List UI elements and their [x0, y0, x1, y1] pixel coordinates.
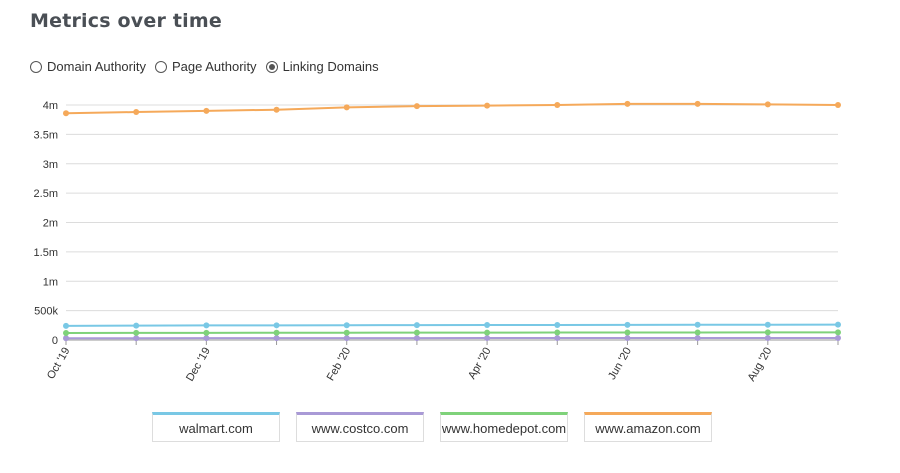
data-point[interactable]	[484, 329, 491, 336]
data-point[interactable]	[273, 106, 280, 113]
data-point[interactable]	[764, 329, 771, 336]
y-tick-label: 1m	[43, 276, 58, 288]
data-point[interactable]	[203, 329, 210, 336]
data-point[interactable]	[63, 335, 69, 342]
data-point[interactable]	[484, 335, 491, 342]
radio-label: Domain Authority	[47, 59, 146, 74]
data-point[interactable]	[764, 335, 771, 342]
data-point[interactable]	[624, 329, 631, 336]
data-point[interactable]	[343, 322, 350, 329]
series-line-3	[65, 102, 839, 115]
radio-button-icon[interactable]	[155, 60, 167, 73]
data-point[interactable]	[835, 329, 841, 336]
data-point[interactable]	[203, 335, 210, 342]
data-point[interactable]	[624, 335, 631, 342]
legend-item[interactable]: www.amazon.com	[584, 412, 712, 442]
data-point[interactable]	[835, 102, 841, 108]
data-point[interactable]	[413, 322, 420, 329]
data-point[interactable]	[554, 335, 561, 342]
data-point[interactable]	[554, 102, 561, 108]
radio-label: Linking Domains	[282, 59, 379, 74]
page-title: Metrics over time	[30, 10, 222, 32]
data-point[interactable]	[343, 329, 350, 336]
data-point[interactable]	[413, 329, 420, 336]
data-point[interactable]	[413, 335, 420, 342]
legend-item[interactable]: www.homedepot.com	[440, 412, 568, 442]
radio-domain-authority[interactable]: Domain Authority	[30, 59, 146, 74]
radio-button-checked-icon[interactable]	[265, 60, 278, 73]
data-point[interactable]	[694, 100, 701, 107]
y-tick-label: 2m	[43, 218, 58, 230]
x-tick-label: Dec '19	[184, 346, 213, 384]
y-tick-label: 1.5m	[34, 247, 58, 259]
legend-item[interactable]: walmart.com	[152, 412, 280, 442]
data-point[interactable]	[764, 101, 771, 108]
data-point[interactable]	[624, 100, 631, 107]
metric-selector: Domain Authority Page Authority Linking …	[30, 59, 388, 74]
data-point[interactable]	[413, 103, 420, 110]
x-tick-label: Feb '20	[325, 346, 354, 383]
data-point[interactable]	[273, 329, 280, 336]
data-point[interactable]	[624, 321, 631, 328]
data-point[interactable]	[203, 322, 210, 329]
data-point[interactable]	[133, 335, 140, 342]
legend-item[interactable]: www.costco.com	[296, 412, 424, 442]
legend-label: www.costco.com	[311, 420, 409, 436]
legend-label: walmart.com	[179, 420, 253, 436]
data-point[interactable]	[203, 107, 210, 114]
radio-label: Page Authority	[172, 59, 257, 74]
data-point[interactable]	[764, 321, 771, 328]
legend-label: www.amazon.com	[595, 420, 701, 436]
y-tick-label: 3.5m	[34, 129, 58, 141]
y-tick-label: 3m	[43, 159, 58, 171]
data-point[interactable]	[63, 329, 69, 336]
radio-button-icon[interactable]	[30, 60, 42, 73]
line-chart: 0 500k 1m 1.5m 2m 2.5m 3m 3.5m 4m Oct '19 Dec '19 F…	[34, 100, 841, 384]
data-point[interactable]	[273, 335, 280, 342]
series-line-2	[65, 331, 839, 334]
data-point[interactable]	[554, 321, 561, 328]
x-tick-label: Oct '19	[45, 346, 73, 382]
x-tick-label: Jun '20	[606, 346, 634, 382]
y-tick-label: 500k	[34, 306, 58, 318]
data-point[interactable]	[343, 104, 350, 111]
data-point[interactable]	[63, 110, 69, 117]
radio-linking-domains[interactable]: Linking Domains	[265, 59, 379, 74]
x-tick-label: Apr '20	[466, 346, 494, 382]
data-point[interactable]	[484, 102, 491, 109]
radio-page-authority[interactable]: Page Authority	[155, 59, 257, 74]
data-point[interactable]	[835, 335, 841, 342]
legend-label: www.homedepot.com	[441, 420, 567, 436]
data-point[interactable]	[694, 329, 701, 336]
chart-legend: walmart.com www.costco.com www.homedepot.c…	[0, 412, 900, 444]
data-point[interactable]	[133, 329, 140, 336]
data-point[interactable]	[273, 322, 280, 329]
x-tick-label: Aug '20	[746, 346, 775, 384]
data-point[interactable]	[63, 322, 69, 329]
series-line-0	[65, 323, 839, 327]
data-point[interactable]	[343, 335, 350, 342]
data-point[interactable]	[133, 322, 140, 329]
y-tick-label: 0	[52, 335, 58, 347]
y-tick-label: 2.5m	[34, 188, 58, 200]
data-point[interactable]	[694, 335, 701, 342]
data-point[interactable]	[484, 322, 491, 329]
data-point[interactable]	[694, 321, 701, 328]
data-point[interactable]	[133, 109, 140, 116]
data-point[interactable]	[835, 321, 841, 328]
data-point[interactable]	[554, 329, 561, 336]
y-tick-label: 4m	[43, 100, 58, 112]
